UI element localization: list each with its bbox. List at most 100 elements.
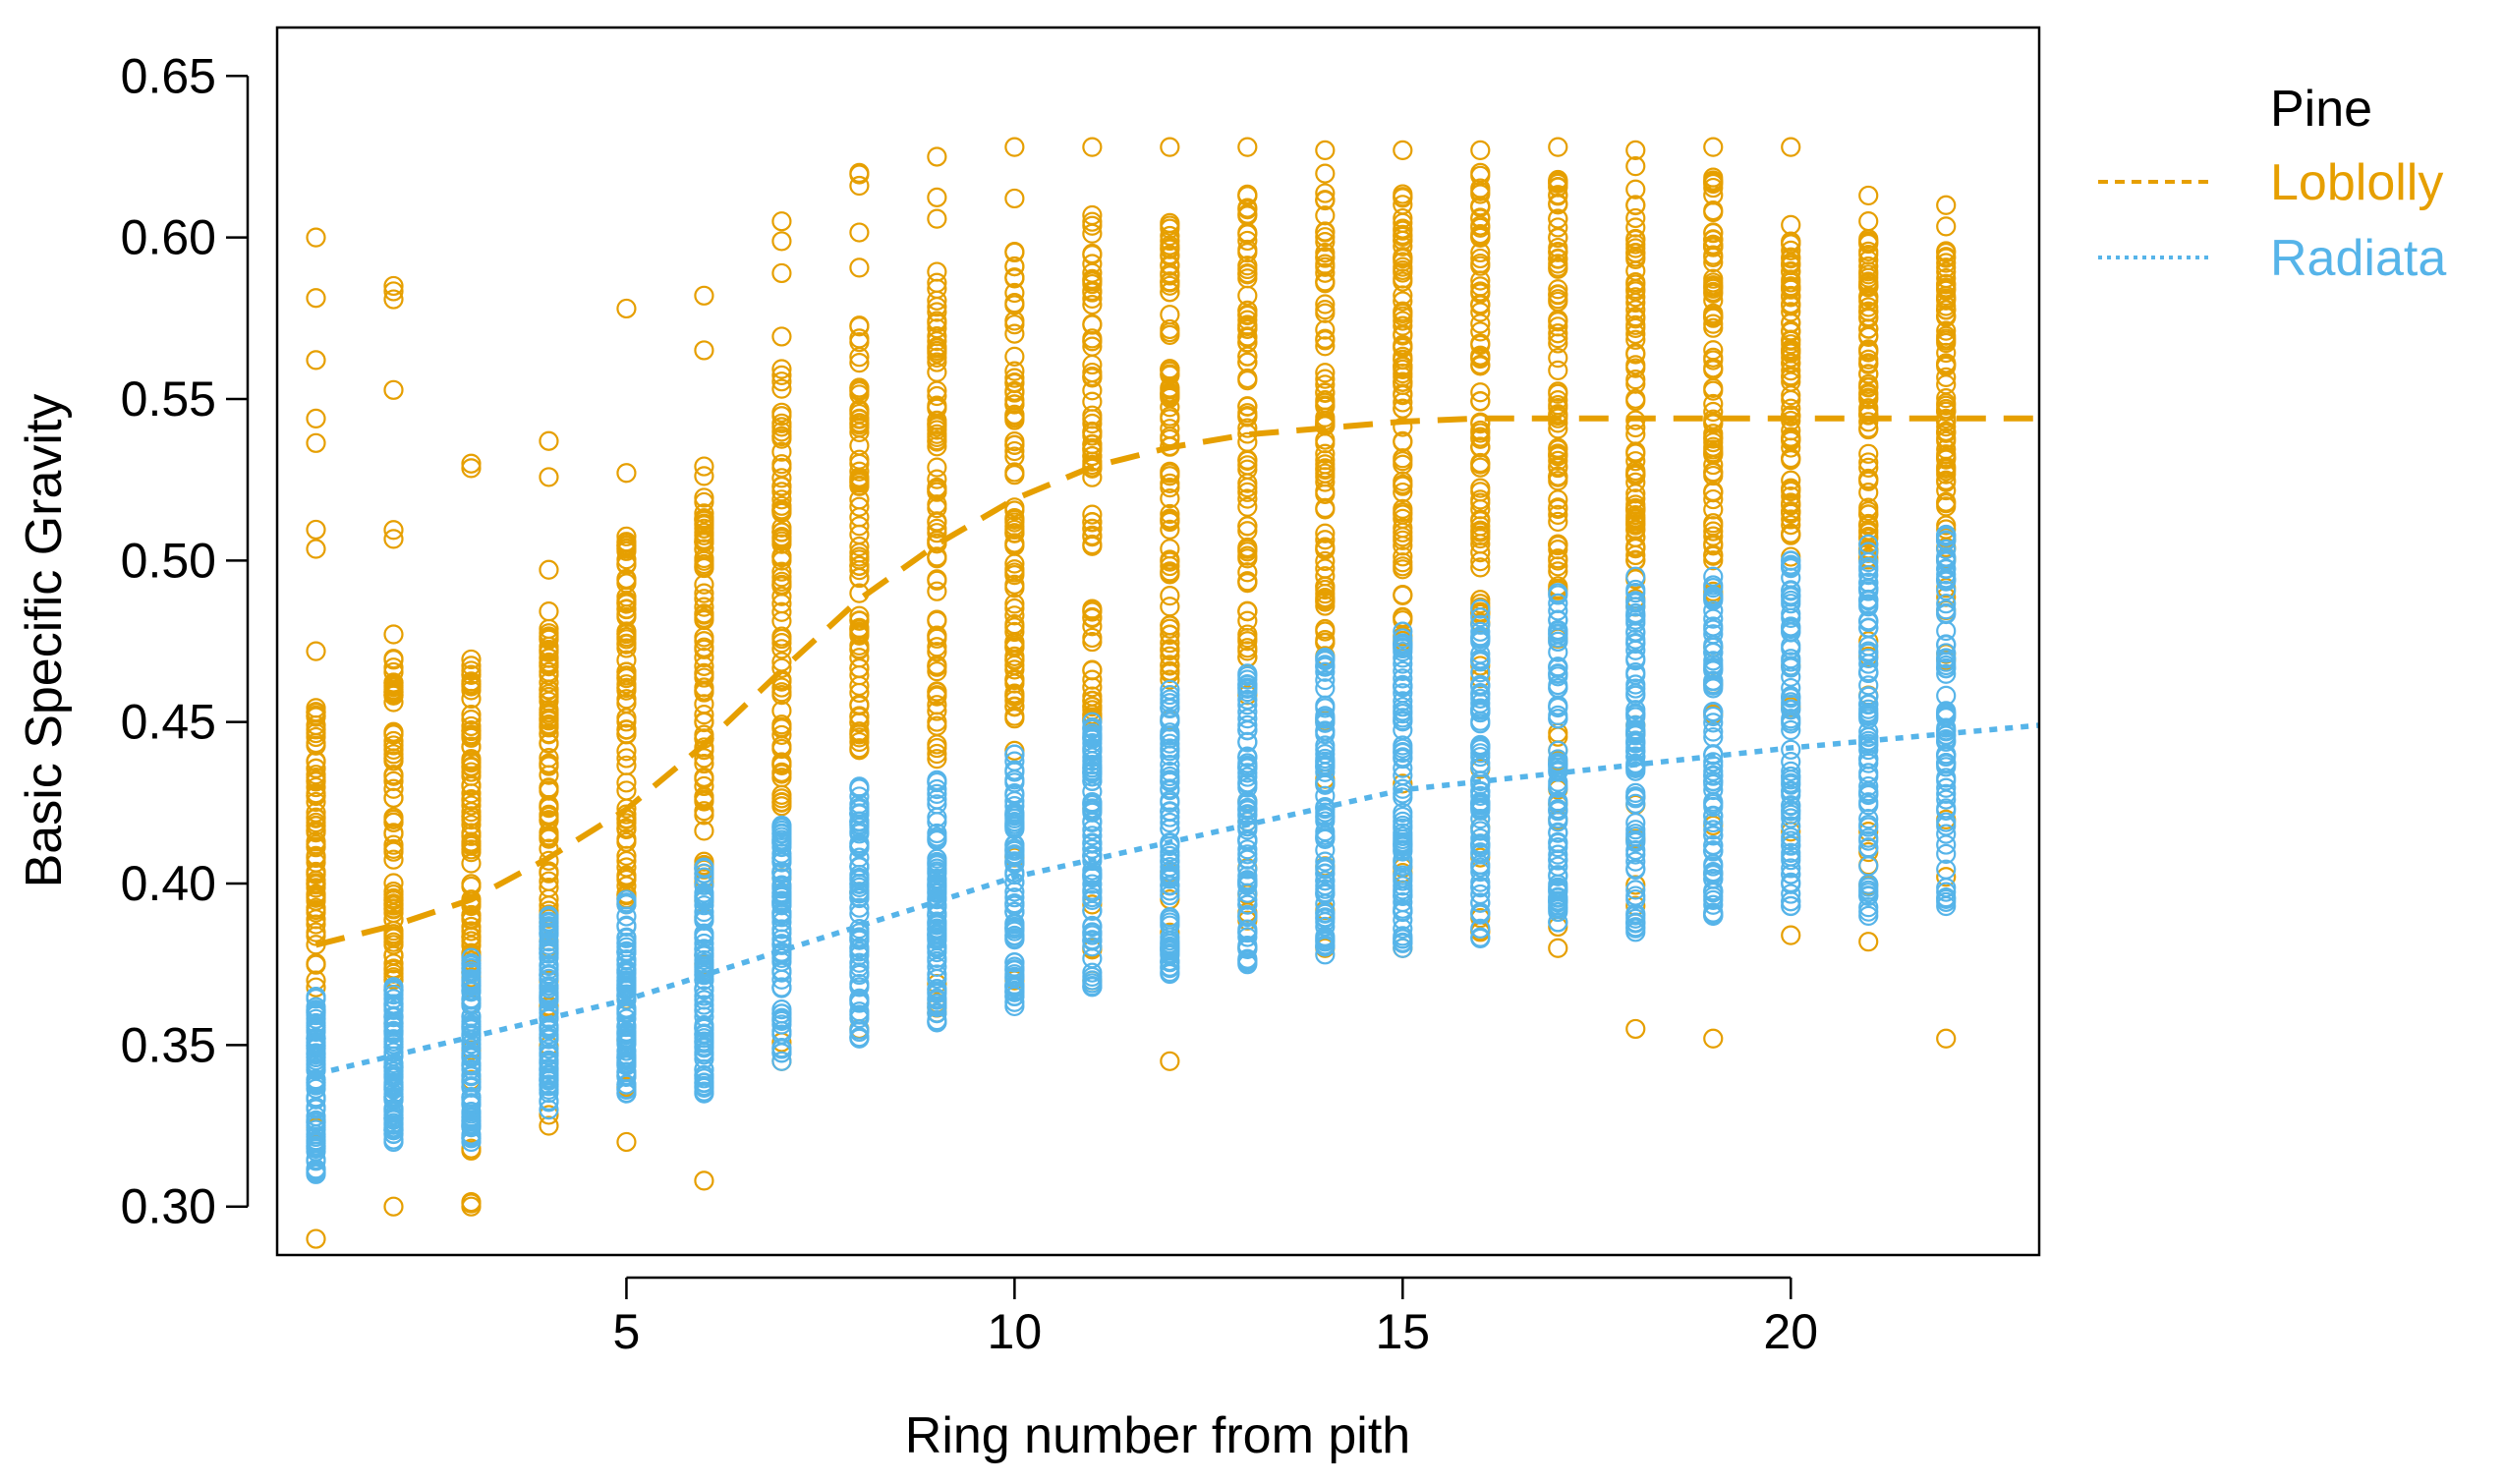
data-point-radiata: [306, 1106, 326, 1127]
data-point-loblolly: [1393, 195, 1413, 215]
data-point-radiata: [1625, 880, 1646, 900]
data-point-loblolly: [849, 496, 870, 517]
data-point-loblolly: [461, 453, 482, 474]
data-point-loblolly: [1703, 488, 1724, 510]
data-point-radiata: [1470, 607, 1491, 628]
data-point-radiata: [1781, 816, 1801, 836]
data-point-radiata: [1625, 566, 1646, 587]
data-point-loblolly: [1315, 262, 1336, 283]
data-point-loblolly: [1082, 380, 1103, 401]
data-point-loblolly: [1393, 374, 1413, 395]
data-point-loblolly: [539, 467, 559, 487]
data-point-radiata: [1470, 713, 1491, 734]
data-point-radiata: [1548, 585, 1568, 605]
data-point-radiata: [1004, 951, 1025, 973]
data-point-loblolly: [1160, 466, 1180, 486]
data-point-loblolly: [694, 510, 714, 531]
data-point-loblolly: [1548, 550, 1568, 571]
data-point-loblolly: [1936, 195, 1957, 215]
data-point-loblolly: [1625, 550, 1646, 571]
data-point-radiata: [1082, 923, 1103, 943]
data-point-radiata: [1548, 912, 1568, 933]
data-point-radiata: [1315, 863, 1336, 884]
data-point-loblolly: [849, 546, 870, 567]
data-point-loblolly: [1160, 519, 1180, 540]
data-point-loblolly: [1703, 185, 1724, 205]
data-point-loblolly: [539, 828, 559, 849]
x-tick-label: 15: [1375, 1304, 1430, 1359]
data-point-loblolly: [694, 574, 714, 595]
data-point-loblolly: [1393, 498, 1413, 520]
data-point-radiata: [1315, 871, 1336, 891]
data-point-loblolly: [1781, 214, 1801, 235]
data-point-loblolly: [1625, 538, 1646, 558]
data-point-radiata: [1781, 770, 1801, 790]
data-point-radiata: [306, 1163, 326, 1183]
data-point-loblolly: [1004, 562, 1025, 583]
data-point-loblolly: [1781, 247, 1801, 267]
data-point-loblolly: [694, 466, 714, 486]
data-point-loblolly: [1625, 287, 1646, 308]
data-point-radiata: [383, 1078, 404, 1099]
data-point-radiata: [1082, 826, 1103, 846]
data-point-radiata: [1703, 854, 1724, 875]
data-point-loblolly: [1936, 300, 1957, 320]
data-point-loblolly: [1936, 458, 1957, 479]
data-point-radiata: [1470, 892, 1491, 913]
data-point-radiata: [1082, 761, 1103, 781]
data-point-loblolly: [1470, 227, 1491, 248]
data-point-loblolly: [383, 650, 404, 670]
data-point-loblolly: [1315, 183, 1336, 203]
data-point-radiata: [1936, 878, 1957, 898]
data-point-loblolly: [1781, 313, 1801, 333]
data-point-radiata: [616, 906, 637, 927]
data-point-loblolly: [1781, 925, 1801, 945]
data-point-loblolly: [1858, 364, 1879, 384]
data-point-loblolly: [1315, 336, 1336, 357]
data-point-loblolly: [1548, 395, 1568, 416]
data-point-loblolly: [1004, 267, 1025, 288]
x-axis-title: Ring number from pith: [905, 1407, 1410, 1464]
data-point-radiata: [1936, 551, 1957, 572]
data-point-radiata: [1781, 635, 1801, 656]
data-point-loblolly: [1004, 137, 1025, 157]
data-point-loblolly: [306, 847, 326, 868]
data-point-radiata: [1160, 907, 1180, 928]
data-point-loblolly: [771, 626, 792, 647]
data-point-radiata: [771, 902, 792, 924]
data-point-loblolly: [771, 495, 792, 516]
data-point-radiata: [1781, 800, 1801, 821]
data-point-radiata: [927, 947, 947, 968]
data-point-loblolly: [1315, 300, 1336, 320]
data-point-loblolly: [461, 671, 482, 692]
data-point-loblolly: [1237, 482, 1258, 502]
data-point-loblolly: [1625, 441, 1646, 462]
data-point-radiata: [1781, 657, 1801, 678]
data-point-loblolly: [1858, 469, 1879, 489]
data-point-loblolly: [461, 710, 482, 730]
data-point-radiata: [1393, 633, 1413, 654]
data-point-loblolly: [771, 441, 792, 462]
data-point-radiata: [1703, 642, 1724, 662]
data-point-loblolly: [771, 682, 792, 703]
data-point-loblolly: [1625, 195, 1646, 216]
data-point-loblolly: [306, 288, 326, 309]
data-point-radiata: [539, 923, 559, 944]
data-point-loblolly: [1781, 421, 1801, 441]
data-point-loblolly: [1703, 424, 1724, 444]
data-point-loblolly: [771, 477, 792, 497]
data-point-radiata: [1781, 835, 1801, 856]
data-point-loblolly: [1470, 509, 1491, 530]
data-point-loblolly: [306, 707, 326, 727]
data-point-loblolly: [616, 623, 637, 644]
data-point-loblolly: [1470, 248, 1491, 269]
data-point-loblolly: [539, 626, 559, 647]
data-point-loblolly: [1858, 232, 1879, 253]
data-point-loblolly: [1004, 605, 1025, 626]
data-point-loblolly: [539, 1115, 559, 1136]
data-point-loblolly: [1548, 227, 1568, 249]
data-point-loblolly: [383, 935, 404, 955]
data-point-loblolly: [1470, 528, 1491, 549]
data-point-radiata: [771, 827, 792, 847]
data-point-loblolly: [383, 778, 404, 799]
